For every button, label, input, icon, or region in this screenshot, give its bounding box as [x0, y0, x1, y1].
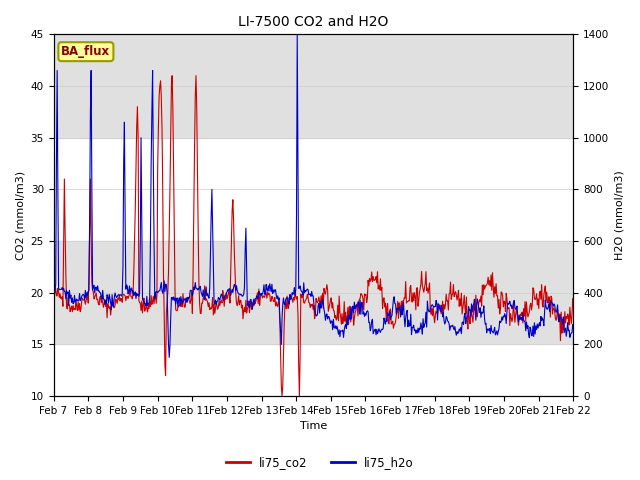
Bar: [54, 241, 573, 345]
X-axis label: Time: Time: [300, 421, 327, 432]
Bar: [54, 35, 573, 138]
Text: BA_flux: BA_flux: [61, 45, 111, 58]
Y-axis label: H2O (mmol/m3): H2O (mmol/m3): [615, 170, 625, 260]
Y-axis label: CO2 (mmol/m3): CO2 (mmol/m3): [15, 171, 25, 260]
Title: LI-7500 CO2 and H2O: LI-7500 CO2 and H2O: [238, 15, 388, 29]
Legend: li75_co2, li75_h2o: li75_co2, li75_h2o: [221, 452, 419, 474]
